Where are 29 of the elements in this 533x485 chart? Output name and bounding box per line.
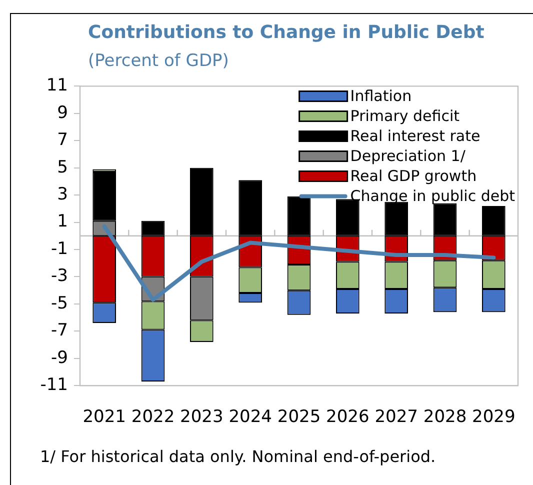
y-tick-label: -7 [51, 320, 68, 341]
x-tick-label: 2024 [228, 407, 272, 428]
y-tick-label: -1 [51, 238, 68, 259]
y-tick-label: -11 [40, 375, 68, 396]
x-tick-label: 2029 [472, 407, 516, 428]
y-tick-label: -9 [51, 348, 68, 368]
x-tick-label: 2025 [277, 407, 321, 428]
y-tick-label: 9 [57, 102, 68, 123]
y-tick-label: -3 [51, 266, 68, 286]
x-tick-label: 2027 [374, 407, 418, 428]
chart-title: Contributions to Change in Public Debt [88, 22, 484, 43]
x-tick-label: 2022 [131, 407, 175, 428]
chart-subtitle: (Percent of GDP) [88, 51, 229, 71]
y-tick-label: 5 [57, 157, 68, 178]
y-tick-label: -5 [51, 293, 68, 314]
legend-label: Real GDP growth [350, 167, 477, 186]
legend-label: Primary deficit [350, 107, 460, 126]
y-tick-label: 7 [57, 130, 68, 150]
text: 1/ For historical data only. Nominal end-of-period. [40, 447, 436, 466]
y-tick-label: 1 [57, 212, 68, 232]
legend-label: Inflation [350, 87, 412, 106]
legend-label: Real interest rate [350, 127, 480, 146]
x-tick-label: 2028 [423, 407, 467, 428]
y-tick-label: 3 [57, 184, 68, 204]
x-tick-label: 2023 [180, 407, 224, 428]
y-tick-label: 11 [46, 76, 68, 96]
x-tick-label: 2021 [82, 407, 126, 428]
legend-label: Depreciation 1/ [350, 147, 466, 166]
x-tick-label: 2026 [326, 407, 370, 428]
